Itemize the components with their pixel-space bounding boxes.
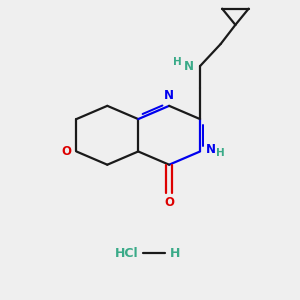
Text: N: N xyxy=(206,143,216,157)
Text: HCl: HCl xyxy=(115,247,138,260)
Text: H: H xyxy=(173,57,182,67)
Text: H: H xyxy=(170,247,180,260)
Text: N: N xyxy=(164,89,174,102)
Text: O: O xyxy=(61,145,71,158)
Text: H: H xyxy=(216,148,225,158)
Text: N: N xyxy=(184,60,194,73)
Text: O: O xyxy=(164,196,174,209)
